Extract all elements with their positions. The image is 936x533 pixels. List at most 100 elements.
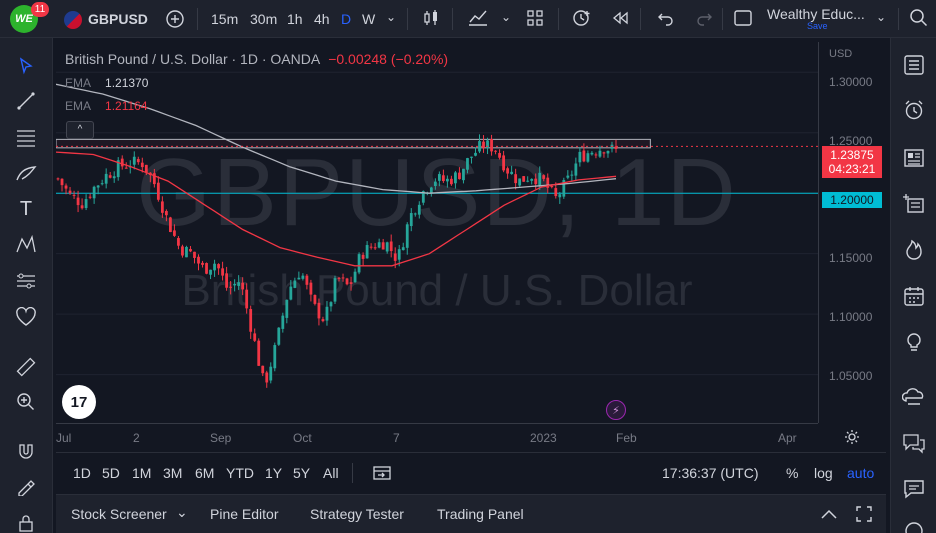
range-3m[interactable]: 3M [163, 465, 183, 481]
range-all[interactable]: All [323, 465, 339, 481]
ema-fast-value: 1.21370 [105, 76, 149, 90]
chat-bubble-icon[interactable] [901, 476, 927, 502]
auto-scale-toggle[interactable]: auto [847, 465, 875, 481]
watchlist-icon[interactable] [901, 52, 927, 78]
candle-body [554, 188, 558, 197]
text-tool-icon[interactable]: T [19, 197, 33, 220]
candle-body [317, 302, 321, 319]
tradingview-logo[interactable]: 17 [62, 385, 96, 419]
timezone-clock[interactable]: 17:36:37 (UTC) [662, 465, 759, 481]
add-list-icon[interactable] [901, 191, 927, 217]
candle-body [486, 140, 489, 149]
candle-body [100, 183, 104, 185]
prediction-icon[interactable] [13, 268, 39, 294]
range-1m[interactable]: 1M [132, 465, 152, 481]
range-ytd[interactable]: YTD [226, 465, 254, 481]
candle-body [297, 277, 301, 280]
streams-icon[interactable] [901, 384, 927, 410]
legend-collapse-button[interactable]: ^ [66, 121, 94, 139]
candle-body [353, 271, 357, 283]
timeframe-1h[interactable]: 1h [287, 11, 303, 27]
alert-icon[interactable] [571, 8, 593, 33]
heart-icon[interactable] [13, 304, 39, 330]
redo-icon[interactable] [694, 8, 714, 33]
zoom-in-icon[interactable] [13, 389, 39, 415]
stay-in-drawing-mode-icon[interactable] [13, 473, 39, 499]
pattern-icon[interactable] [13, 232, 39, 258]
candle-body [237, 282, 241, 286]
ema-fast-legend[interactable]: EMA 1.21370 [65, 76, 148, 90]
candle-body [445, 178, 449, 182]
chevron-down-icon[interactable]: ⌄ [176, 504, 188, 520]
alarm-clock-icon[interactable] [901, 97, 927, 123]
tab-pine-editor[interactable]: Pine Editor [210, 506, 279, 522]
range-5d[interactable]: 5D [102, 465, 120, 481]
timeframe-15m[interactable]: 15m [211, 11, 239, 27]
range-5y[interactable]: 5Y [293, 465, 311, 481]
candle-body [441, 175, 445, 182]
candle-body [217, 264, 220, 269]
tab-trading-panel[interactable]: Trading Panel [437, 506, 524, 522]
price-chart[interactable] [56, 42, 818, 423]
candle-body [265, 372, 269, 383]
ideas-lightbulb-icon[interactable] [901, 329, 927, 355]
chevron-up-icon[interactable] [820, 506, 838, 527]
settings-gear-icon[interactable] [844, 429, 860, 450]
range-1d[interactable]: 1D [73, 465, 91, 481]
candle-body [602, 152, 606, 154]
indicators-icon[interactable] [467, 8, 489, 33]
currency-label[interactable]: USD [829, 48, 853, 60]
timeframe-w[interactable]: W [362, 11, 376, 27]
log-scale-toggle[interactable]: log [814, 465, 833, 481]
date-range-picker-icon[interactable] [372, 463, 392, 488]
tab-stock-screener[interactable]: Stock Screener [71, 506, 167, 522]
help-icon[interactable] [901, 518, 927, 533]
magnet-icon[interactable] [13, 438, 39, 464]
compare-symbol-icon[interactable] [165, 9, 185, 34]
layout-select-icon[interactable] [733, 8, 753, 33]
tab-strategy-tester[interactable]: Strategy Tester [310, 506, 404, 522]
templates-icon[interactable] [525, 8, 545, 33]
lock-icon[interactable] [13, 510, 39, 533]
chats-icon[interactable] [901, 430, 927, 456]
price-axis[interactable]: USD 1.30000 1.25000 1.15000 1.10000 1.05… [818, 42, 886, 423]
time-axis[interactable]: Jul 2 Sep Oct 7 2023 Feb Apr [56, 423, 859, 449]
candle-body [84, 199, 88, 209]
cursor-icon[interactable] [13, 53, 39, 79]
candle-body [345, 278, 349, 285]
legend-title[interactable]: British Pound / U.S. Dollar · 1D · OANDA [65, 51, 321, 67]
maximize-panel-icon[interactable] [856, 506, 872, 527]
ema-slow-legend[interactable]: EMA 1.21164 [65, 99, 148, 113]
candle-body [429, 187, 433, 194]
replay-icon[interactable] [610, 8, 630, 33]
separator [722, 8, 723, 30]
symbol-search-button[interactable]: GBPUSD [88, 11, 148, 27]
candle-body [409, 213, 413, 227]
ruler-icon[interactable] [13, 354, 39, 380]
trend-line-icon[interactable] [13, 88, 39, 114]
undo-icon[interactable] [656, 8, 676, 33]
price-tick: 1.25000 [829, 134, 873, 148]
timeframe-d[interactable]: D [341, 11, 352, 27]
hotlists-fire-icon[interactable] [901, 237, 927, 263]
percent-scale-toggle[interactable]: % [786, 465, 799, 481]
chart-pane[interactable]: GBPUSD, 1D British Pound / U.S. Dollar B… [56, 42, 818, 423]
range-6m[interactable]: 6M [195, 465, 215, 481]
lightning-icon[interactable]: ⚡ [606, 400, 626, 420]
search-icon[interactable] [909, 8, 929, 33]
chevron-down-icon[interactable]: ⌄ [386, 10, 397, 24]
range-1y[interactable]: 1Y [265, 465, 283, 481]
news-icon[interactable] [901, 145, 927, 171]
brush-icon[interactable] [13, 160, 39, 186]
chevron-down-icon[interactable]: ⌄ [501, 10, 512, 24]
candle-body [233, 283, 237, 286]
timeframe-4h[interactable]: 4h [314, 11, 330, 27]
save-button[interactable]: Save [807, 21, 828, 31]
candles-chart-type-icon[interactable] [421, 8, 441, 33]
timeframe-30m[interactable]: 30m [250, 11, 278, 27]
layout-name[interactable]: Wealthy Educ... [767, 6, 865, 22]
calendar-icon[interactable] [901, 283, 927, 309]
chevron-down-icon[interactable]: ⌄ [876, 10, 887, 24]
candle-body [144, 164, 148, 173]
fib-retracement-icon[interactable] [13, 124, 39, 150]
